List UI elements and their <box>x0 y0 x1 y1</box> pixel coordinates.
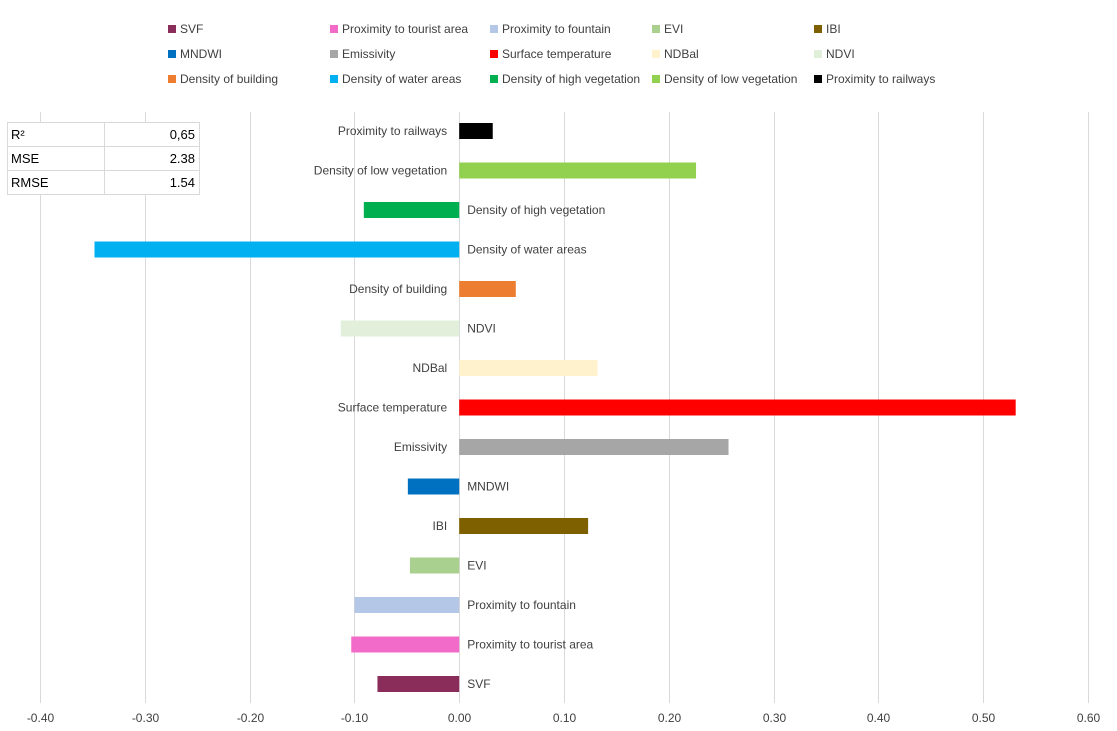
x-tick-label: 0.50 <box>972 711 996 725</box>
x-tick-label: -0.10 <box>341 711 369 725</box>
stats-value: 0,65 <box>170 127 195 142</box>
legend-swatch <box>330 75 338 83</box>
bar <box>340 320 460 337</box>
legend-swatch <box>814 50 822 58</box>
x-tick-label: -0.30 <box>132 711 160 725</box>
stats-value: 2.38 <box>170 151 195 166</box>
legend-label: Density of low vegetation <box>664 72 797 86</box>
category-label: Density of building <box>349 282 447 296</box>
legend-label: IBI <box>826 22 841 36</box>
bar <box>459 162 697 179</box>
x-tick-label: 0.60 <box>1077 711 1101 725</box>
category-labels: SVF Proximity to tourist area Proximity to… <box>314 124 606 691</box>
legend-label: Proximity to fountain <box>502 22 611 36</box>
bar <box>94 241 460 258</box>
stats-label: RMSE <box>11 175 49 190</box>
category-label: Density of high vegetation <box>467 203 605 217</box>
stats-cell <box>104 170 200 195</box>
legend-swatch <box>814 25 822 33</box>
bars <box>94 123 1016 692</box>
legend-label: NDVI <box>826 47 855 61</box>
legend: SVF Proximity to tourist area Proximity to… <box>5 10 1111 103</box>
legend-swatch <box>652 75 660 83</box>
legend-label: NDBal <box>664 47 699 61</box>
bar <box>459 281 516 297</box>
legend-frame <box>5 10 1111 103</box>
stats-cell <box>7 122 105 147</box>
legend-label: Density of high vegetation <box>502 72 640 86</box>
category-label: Emissivity <box>394 440 447 454</box>
stats-cell <box>104 146 200 171</box>
bar <box>363 202 460 218</box>
category-label: Density of low vegetation <box>314 164 447 178</box>
category-label: Density of water areas <box>467 243 586 257</box>
legend-label: Surface temperature <box>502 47 612 61</box>
category-label: IBI <box>433 519 448 533</box>
stats-cell <box>7 146 105 171</box>
x-tick-label: 0.30 <box>763 711 787 725</box>
legend-swatch <box>490 75 498 83</box>
legend-label: EVI <box>664 22 683 36</box>
x-tick-label: -0.20 <box>237 711 265 725</box>
legend-swatch <box>814 75 822 83</box>
category-label: MNDWI <box>467 480 509 494</box>
bar <box>459 123 493 139</box>
legend-label: Proximity to tourist area <box>342 22 468 36</box>
bar <box>409 557 460 574</box>
legend-label: Emissivity <box>342 47 395 61</box>
category-label: EVI <box>467 559 486 573</box>
legend-swatch <box>168 25 176 33</box>
bar <box>459 439 729 455</box>
x-tick-label: 0.00 <box>448 711 472 725</box>
bar <box>351 636 460 653</box>
x-tick-label: -0.40 <box>27 711 55 725</box>
bar <box>407 478 460 495</box>
legend-label: Density of water areas <box>342 72 461 86</box>
category-label: Proximity to fountain <box>467 598 576 612</box>
legend-swatch <box>168 75 176 83</box>
x-tick-label: 0.10 <box>553 711 577 725</box>
stats-cell <box>104 122 200 147</box>
legend-swatch <box>168 50 176 58</box>
bar <box>459 360 598 376</box>
category-label: Proximity to railways <box>338 124 447 138</box>
stats-label: MSE <box>11 151 40 166</box>
bar <box>354 597 460 613</box>
x-tick-label: 0.20 <box>658 711 682 725</box>
legend-swatch <box>652 25 660 33</box>
category-label: SVF <box>467 677 490 691</box>
legend-swatch <box>330 25 338 33</box>
legend-swatch <box>330 50 338 58</box>
legend-label: SVF <box>180 22 203 36</box>
bar <box>377 676 460 692</box>
category-label: NDBal <box>413 361 448 375</box>
category-label: Surface temperature <box>338 401 448 415</box>
legend-swatch <box>490 50 498 58</box>
x-axis-ticks: -0.40 -0.30 -0.20 -0.10 0.00 0.10 0.20 0.30 0.40… <box>27 711 1101 725</box>
bar <box>459 399 1016 416</box>
legend-label: MNDWI <box>180 47 222 61</box>
legend-label: Proximity to railways <box>826 72 935 86</box>
legend-label: Density of building <box>180 72 278 86</box>
bar <box>459 518 589 534</box>
legend-swatch <box>490 25 498 33</box>
stats-value: 1.54 <box>170 175 195 190</box>
category-label: NDVI <box>467 322 496 336</box>
stats-label: R² <box>11 127 25 142</box>
stats-table: R² 0,65 MSE 2.38 RMSE 1.54 <box>7 122 200 195</box>
legend-swatch <box>652 50 660 58</box>
category-label: Proximity to tourist area <box>467 638 593 652</box>
x-tick-label: 0.40 <box>867 711 891 725</box>
